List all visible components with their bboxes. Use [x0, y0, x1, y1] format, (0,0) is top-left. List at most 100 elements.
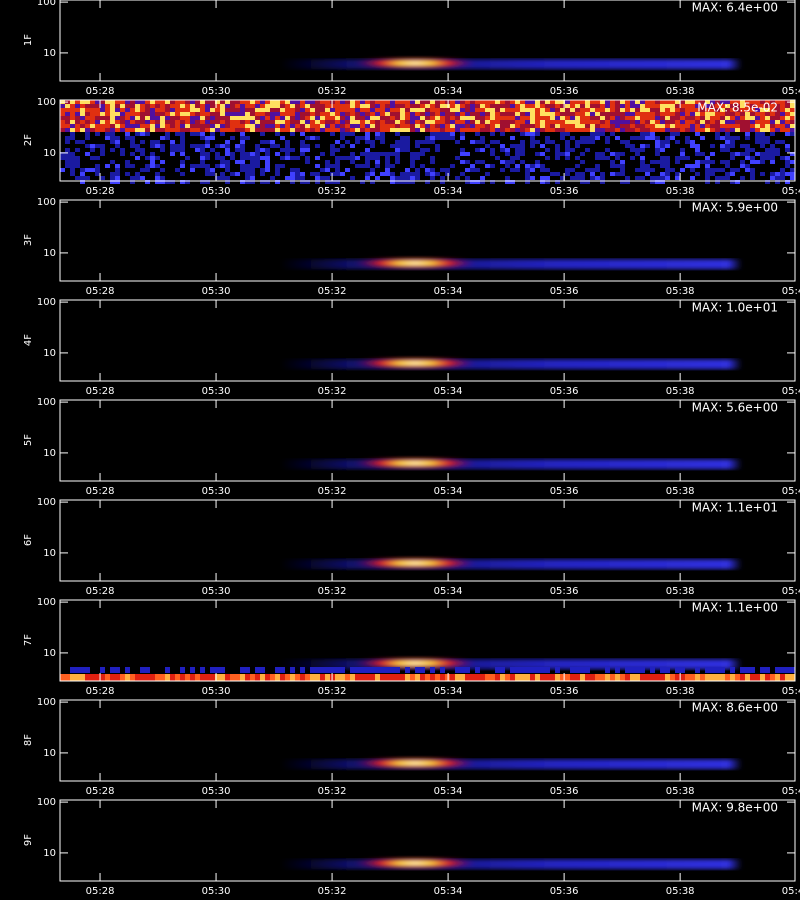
max-annotation: MAX: 9.8e+00 — [692, 801, 778, 815]
y-axis-label: 4F — [23, 334, 34, 346]
y-tick-label: 100 — [37, 0, 56, 8]
y-tick-label: 100 — [37, 97, 56, 108]
y-tick-label: 10 — [43, 148, 56, 159]
y-axis-label: 3F — [23, 234, 34, 246]
x-tick-label: 05:38 — [666, 586, 695, 597]
x-tick-label: 05:30 — [202, 386, 231, 397]
x-tick-label: 05:36 — [550, 886, 579, 897]
x-tick-label: 05:38 — [666, 286, 695, 297]
max-annotation: MAX: 8.5e-02 — [697, 101, 778, 115]
x-tick-label: 05:32 — [318, 186, 347, 197]
x-tick-label: 05:28 — [86, 686, 115, 697]
x-tick-label: 05:30 — [202, 486, 231, 497]
y-tick-label: 10 — [43, 648, 56, 659]
x-tick-label: 05:28 — [86, 186, 115, 197]
x-tick-label: 05:34 — [434, 686, 463, 697]
plot-frame — [59, 299, 796, 382]
plot-frame — [59, 699, 796, 782]
x-tick-label: 05:30 — [202, 886, 231, 897]
x-tick-label: 05:28 — [86, 886, 115, 897]
y-tick-label: 100 — [37, 497, 56, 508]
y-tick-label: 10 — [43, 748, 56, 759]
y-tick-label: 10 — [43, 48, 56, 59]
x-tick-label: 05:30 — [202, 786, 231, 797]
x-tick-label: 05:36 — [550, 586, 579, 597]
max-annotation: MAX: 6.4e+00 — [692, 1, 778, 15]
max-annotation: MAX: 1.1e+01 — [692, 501, 778, 515]
panel: 10 100 05:28 05:30 05:32 05:34 05:36 05:38 05:40… — [23, 497, 800, 597]
panel: 10 100 05:28 05:30 05:32 05:34 05:36 05:38 05:40… — [23, 297, 800, 397]
plot-frame — [59, 99, 796, 182]
y-tick-label: 100 — [37, 297, 56, 308]
x-tick-label: 05:38 — [666, 886, 695, 897]
y-tick-label: 100 — [37, 797, 56, 808]
x-tick-label: 05:36 — [550, 486, 579, 497]
y-tick-label: 100 — [37, 597, 56, 608]
x-tick-label: 05:28 — [86, 786, 115, 797]
plot-frame — [59, 199, 796, 282]
x-tick-label: 05:32 — [318, 586, 347, 597]
x-tick-label: 05:30 — [202, 286, 231, 297]
x-tick-label: 05:32 — [318, 386, 347, 397]
y-axis-label: 1F — [23, 34, 34, 46]
max-annotation: MAX: 5.6e+00 — [692, 401, 778, 415]
x-tick-label: 05:36 — [550, 186, 579, 197]
y-axis-label: 9F — [23, 834, 34, 846]
x-tick-label: 05:38 — [666, 386, 695, 397]
x-tick-label: 05:40 — [782, 786, 800, 797]
y-tick-label: 10 — [43, 448, 56, 459]
panel: 10 100 05:28 05:30 05:32 05:34 05:36 05:38 05:40… — [23, 97, 800, 197]
max-annotation: MAX: 1.0e+01 — [692, 301, 778, 315]
x-tick-label: 05:32 — [318, 286, 347, 297]
spectrogram-image — [280, 757, 742, 770]
y-tick-label: 10 — [43, 248, 56, 259]
plot-frame — [59, 499, 796, 582]
panel: 10 100 05:28 05:30 05:32 05:34 05:36 05:38 05:40… — [23, 0, 800, 97]
x-tick-label: 05:32 — [318, 786, 347, 797]
x-tick-label: 05:30 — [202, 186, 231, 197]
x-tick-label: 05:40 — [782, 386, 800, 397]
panel: 10 100 05:28 05:30 05:32 05:34 05:36 05:38 05:40… — [23, 397, 800, 497]
plot-frame — [59, 0, 796, 82]
x-tick-label: 05:34 — [434, 786, 463, 797]
y-tick-label: 10 — [43, 348, 56, 359]
spectrogram-image — [60, 100, 795, 184]
panel: 10 100 05:28 05:30 05:32 05:34 05:36 05:38 05:40… — [23, 597, 800, 697]
panel: 10 100 05:28 05:30 05:32 05:34 05:36 05:38 05:40… — [23, 197, 800, 297]
x-tick-label: 05:40 — [782, 186, 800, 197]
y-axis-label: 6F — [23, 534, 34, 546]
x-tick-label: 05:28 — [86, 586, 115, 597]
x-tick-label: 05:40 — [782, 86, 800, 97]
x-tick-label: 05:36 — [550, 386, 579, 397]
plot-frame — [59, 799, 796, 882]
x-tick-label: 05:28 — [86, 486, 115, 497]
y-axis-label: 5F — [23, 434, 34, 446]
x-tick-label: 05:28 — [86, 286, 115, 297]
x-tick-label: 05:32 — [318, 486, 347, 497]
x-tick-label: 05:28 — [86, 386, 115, 397]
x-tick-label: 05:40 — [782, 486, 800, 497]
x-tick-label: 05:38 — [666, 486, 695, 497]
x-tick-label: 05:40 — [782, 886, 800, 897]
x-tick-label: 05:40 — [782, 686, 800, 697]
y-axis-label: 8F — [23, 734, 34, 746]
x-tick-label: 05:38 — [666, 686, 695, 697]
spectrogram-image — [280, 857, 742, 870]
max-annotation: MAX: 1.1e+00 — [692, 601, 778, 615]
max-annotation: MAX: 5.9e+00 — [692, 201, 778, 215]
x-tick-label: 05:34 — [434, 86, 463, 97]
plot-frame — [59, 399, 796, 482]
x-tick-label: 05:32 — [318, 886, 347, 897]
x-tick-label: 05:36 — [550, 286, 579, 297]
x-tick-label: 05:40 — [782, 286, 800, 297]
x-tick-label: 05:38 — [666, 86, 695, 97]
x-tick-label: 05:34 — [434, 886, 463, 897]
max-annotation: MAX: 8.6e+00 — [692, 701, 778, 715]
spectrogram-image — [280, 357, 742, 370]
x-tick-label: 05:36 — [550, 86, 579, 97]
x-tick-label: 05:34 — [434, 386, 463, 397]
x-tick-label: 05:34 — [434, 186, 463, 197]
y-axis-label: 2F — [23, 134, 34, 146]
